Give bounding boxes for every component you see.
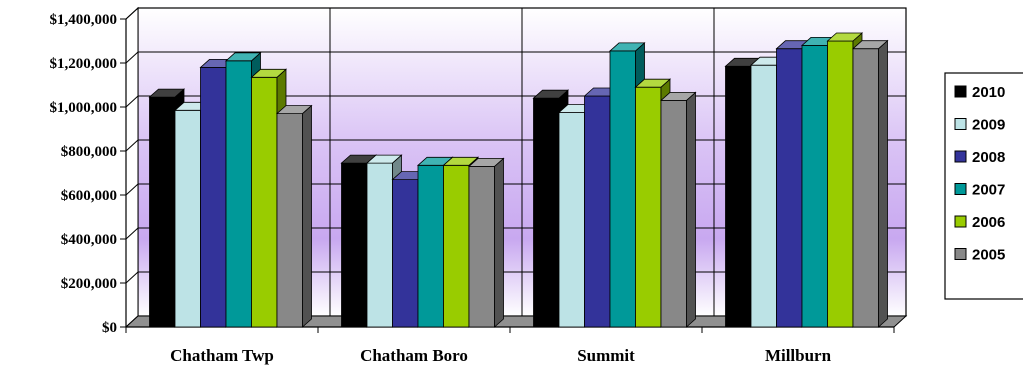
bar-side-face <box>878 39 888 328</box>
bar-millburn-2005 <box>851 39 889 328</box>
legend-label: 2007 <box>972 182 1005 199</box>
bar-millburn-2008 <box>775 39 813 328</box>
legend-label: 2006 <box>972 214 1005 231</box>
bar-front-face <box>341 162 368 328</box>
x-tick-label: Chatham Boro <box>360 346 468 365</box>
bar-top-face <box>851 40 889 50</box>
gridline-side <box>125 271 139 284</box>
x-tick-label: Millburn <box>765 346 832 365</box>
bar-summit-2006 <box>634 78 672 328</box>
bar-top-face <box>275 105 313 114</box>
bar-front-face <box>558 112 585 328</box>
bar-front-face <box>149 96 176 328</box>
bar-front-face <box>852 48 879 328</box>
bar-front-face <box>200 67 227 328</box>
bar-chatham-twp-2005 <box>275 104 313 328</box>
bar-summit-2005 <box>659 91 697 328</box>
bar-side-face <box>494 157 504 328</box>
bar-front-face <box>443 164 470 328</box>
x-tick-label: Summit <box>577 346 635 365</box>
bar-top-face <box>826 32 864 42</box>
y-tick-label: $0 <box>102 320 117 336</box>
bar-front-face <box>801 45 828 328</box>
bar-top-face <box>365 154 403 164</box>
gridline-side <box>125 183 139 196</box>
gridline-side <box>125 139 139 152</box>
y-tick-label: $1,000,000 <box>50 100 118 116</box>
bar-top-face <box>608 42 646 52</box>
bar-top-face <box>148 88 186 98</box>
legend-swatch <box>954 85 967 98</box>
bar-chatham-boro-2005 <box>467 157 505 328</box>
legend-label: 2010 <box>972 84 1005 101</box>
bar-front-face <box>251 76 278 328</box>
legend-swatch <box>954 248 967 260</box>
y-tick-label: $600,000 <box>61 188 117 204</box>
bar-front-face <box>468 165 495 328</box>
bar-top-face <box>442 156 480 166</box>
bar-front-face <box>660 100 687 328</box>
legend-swatch <box>954 183 967 195</box>
bar-front-face <box>750 64 777 328</box>
bar-front-face <box>225 60 252 328</box>
y-tick-label: $800,000 <box>61 144 117 160</box>
bar-top-face <box>467 157 505 167</box>
y-tick-label: $1,400,000 <box>50 12 118 28</box>
gridline-side <box>125 227 139 240</box>
y-tick-label: $1,200,000 <box>50 56 118 72</box>
bar-front-face <box>174 109 201 328</box>
legend-swatch <box>954 118 967 130</box>
legend-swatch <box>954 215 967 228</box>
legend-swatch <box>954 150 967 163</box>
gridline-side <box>125 7 139 20</box>
x-tick-label: Chatham Twp <box>170 346 274 365</box>
legend-label: 2009 <box>972 117 1005 134</box>
bar-side-face <box>302 104 312 328</box>
bar-top-face <box>659 92 697 101</box>
gridline-side <box>125 51 139 64</box>
y-tick-label: $400,000 <box>61 232 117 248</box>
bar-front-face <box>725 65 752 328</box>
gridline-side <box>125 95 139 108</box>
bar-front-face <box>533 97 560 328</box>
bar-top-face <box>250 68 288 78</box>
bar-front-face <box>366 162 393 328</box>
bar-front-face <box>827 40 854 328</box>
bar-front-face <box>635 86 662 328</box>
bar-front-face <box>417 164 444 328</box>
bar-front-face <box>276 113 303 328</box>
legend-label: 2008 <box>972 149 1005 166</box>
bar-side-face <box>686 91 696 328</box>
legend-label: 2005 <box>972 247 1005 264</box>
y-tick-label: $200,000 <box>61 276 117 292</box>
bar-top-face <box>634 78 672 88</box>
bar-front-face <box>776 48 803 328</box>
chart-side-wall <box>125 6 139 329</box>
bar-front-face <box>609 50 636 328</box>
bar-front-face <box>392 179 419 328</box>
bar-top-face <box>532 89 570 99</box>
bar-front-face <box>584 95 611 328</box>
bar-top-face <box>224 52 262 62</box>
